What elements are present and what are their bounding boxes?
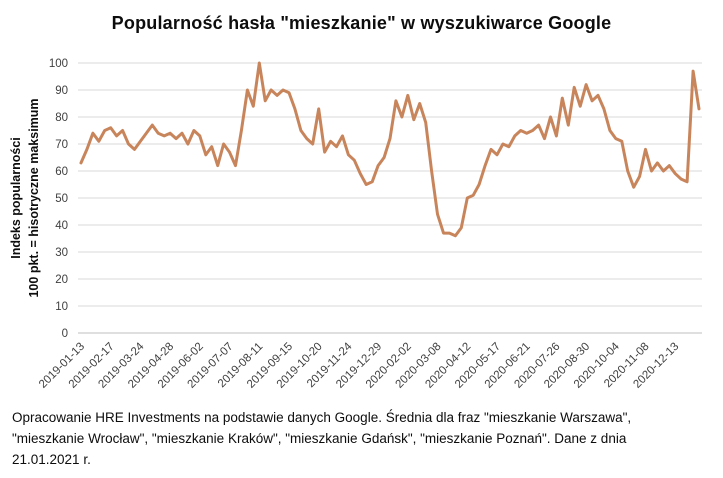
caption-line: 21.01.2021 r. [12,452,91,467]
caption-line: "mieszkanie Wrocław", "mieszkanie Kraków… [12,431,627,446]
y-tick-label: 90 [55,85,68,97]
y-tick-label: 80 [55,112,68,124]
y-axis-title-line1: Indeks popularności [9,137,23,259]
y-tick-label: 0 [62,328,68,340]
y-tick-label: 70 [55,139,68,151]
x-tick-labels-group: 2019-01-132019-02-172019-03-242019-04-28… [37,340,681,391]
y-tick-label: 10 [55,301,68,313]
y-tick-label: 100 [49,58,68,70]
caption-line: Opracowanie HRE Investments na podstawie… [12,410,632,425]
y-tick-label: 60 [55,166,68,178]
series-group [79,61,701,238]
y-tick-label: 30 [55,247,68,259]
chart-title: Popularność hasła "mieszkanie" w wyszuki… [111,13,612,33]
y-tick-label: 50 [55,193,68,205]
y-tick-labels-group: 0 10 20 30 40 50 60 70 80 90 100 [49,58,68,340]
source-caption: Opracowanie HRE Investments na podstawie… [12,407,717,470]
y-axis-title-line2: 100 pkt. = hisotryczne maksimum [27,98,41,297]
gridlines-group [78,62,702,334]
series-line [79,61,701,238]
y-tick-label: 40 [55,220,68,232]
y-tick-label: 20 [55,274,68,286]
